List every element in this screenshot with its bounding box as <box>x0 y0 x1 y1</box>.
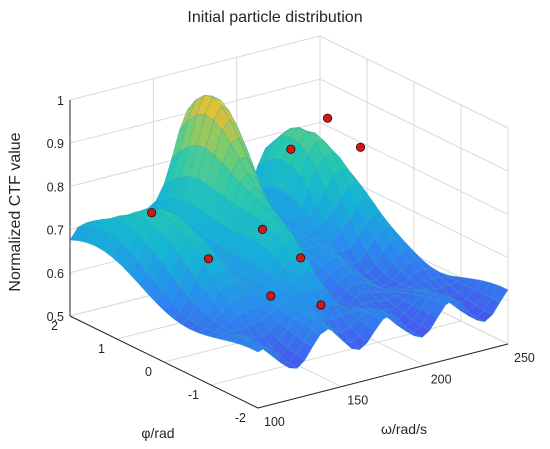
side-wall-gridline <box>319 78 509 172</box>
particle-marker <box>296 253 306 263</box>
particle-marker <box>257 224 268 234</box>
particle-marker <box>266 291 276 301</box>
x-axis-label: ω/rad/s <box>381 421 427 437</box>
y-tick-label: 0 <box>145 365 152 379</box>
x-tick-label: 100 <box>264 415 285 429</box>
z-tick-label: 0.9 <box>47 137 64 151</box>
particle-marker <box>316 300 326 310</box>
particle-marker <box>322 113 333 123</box>
particle-marker <box>203 254 214 264</box>
tick-labels: 0.5 0.6 0.7 0.8 0.9 1 -2 -1 0 1 2 100 150 200 250 <box>47 94 535 429</box>
z-axis-label: Normalized CTF value <box>7 132 24 291</box>
z-tick-label: 1 <box>57 94 64 108</box>
y-tick-label: -1 <box>188 388 199 402</box>
back-wall-gridline <box>69 35 321 101</box>
particle-marker <box>286 144 296 154</box>
x-axis-line <box>257 343 509 409</box>
z-tick-label: 0.8 <box>47 180 64 194</box>
z-tick-label: 0.5 <box>47 310 64 324</box>
surface-patch <box>249 342 267 353</box>
side-wall-gridline <box>319 121 509 215</box>
x-tick-label: 200 <box>431 372 452 386</box>
particle-markers <box>147 113 366 310</box>
z-tick-label: 0.7 <box>47 224 64 238</box>
particle-marker <box>147 208 157 218</box>
y-axis-label: φ/rad <box>141 425 174 441</box>
side-wall-gridline <box>319 35 509 129</box>
y-tick-label: 1 <box>98 342 105 356</box>
z-tick-label: 0.6 <box>47 267 64 281</box>
y-tick-label: -2 <box>235 411 246 425</box>
x-tick-label: 150 <box>347 394 368 408</box>
chart-title: Initial particle distribution <box>187 9 362 26</box>
x-tick-label: 250 <box>514 351 535 365</box>
particle-marker <box>355 142 366 152</box>
y-axis-line <box>69 315 259 409</box>
ctf-surface <box>69 94 509 369</box>
y-tick-label: 2 <box>51 319 58 333</box>
